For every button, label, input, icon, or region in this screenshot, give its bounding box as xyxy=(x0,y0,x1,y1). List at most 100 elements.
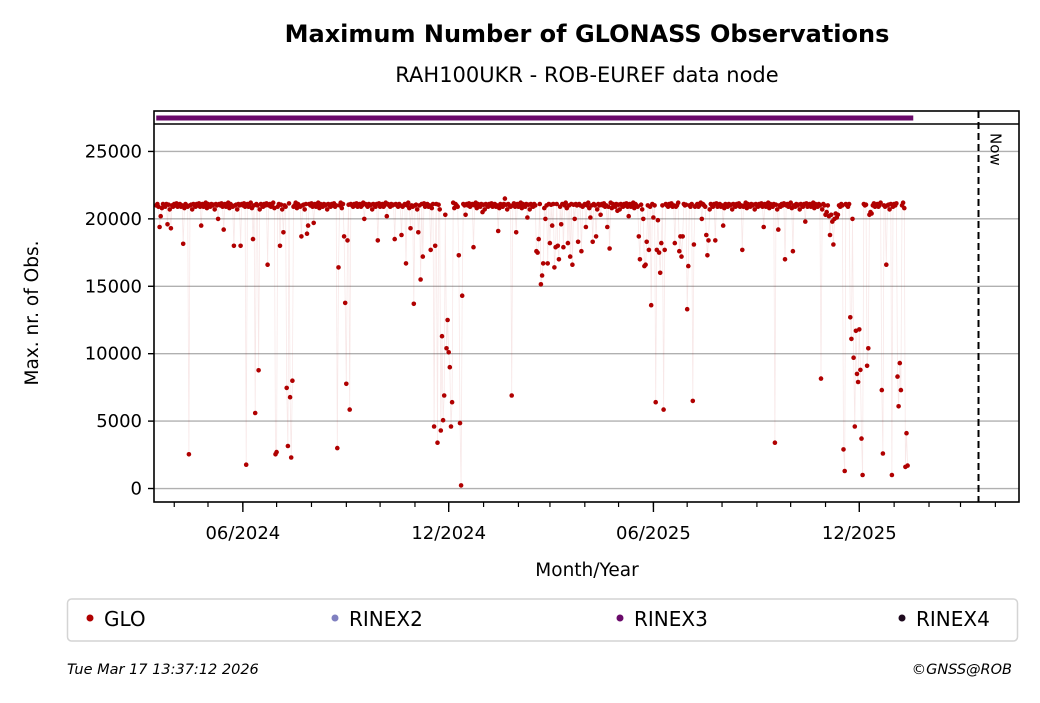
data-point xyxy=(362,216,367,222)
data-point xyxy=(639,207,645,212)
data-point xyxy=(878,200,883,205)
footer-timestamp: Tue Mar 17 13:37:12 2026 xyxy=(67,662,259,678)
data-point xyxy=(590,239,595,245)
data-point xyxy=(399,232,404,238)
data-point xyxy=(290,378,295,384)
data-point xyxy=(635,204,640,209)
data-point xyxy=(567,254,573,259)
data-point xyxy=(558,222,564,227)
data-point xyxy=(333,203,339,208)
data-point xyxy=(438,428,444,433)
data-point xyxy=(287,394,293,400)
data-point xyxy=(281,230,286,235)
data-point xyxy=(691,242,697,247)
data-point xyxy=(446,350,452,355)
data-point xyxy=(863,202,869,207)
data-point xyxy=(533,203,538,208)
data-point xyxy=(561,244,566,250)
data-point xyxy=(265,262,270,268)
legend: GLO RINEX2 RINEX3 RINEX4 xyxy=(66,598,1019,642)
data-point xyxy=(904,430,909,436)
legend-item-rinex3: RINEX3 xyxy=(616,607,708,631)
data-point xyxy=(841,447,846,452)
data-point xyxy=(303,201,309,207)
data-point xyxy=(344,381,349,387)
data-point xyxy=(304,231,310,236)
data-point xyxy=(900,200,906,205)
data-point xyxy=(822,203,827,208)
data-point xyxy=(788,200,793,205)
data-point xyxy=(849,336,854,342)
data-point xyxy=(405,200,411,205)
data-point xyxy=(339,205,345,211)
data-point xyxy=(449,399,455,405)
data-point xyxy=(436,202,441,207)
series-line xyxy=(155,198,908,486)
data-point xyxy=(437,207,443,212)
data-point xyxy=(803,219,808,224)
data-point xyxy=(835,212,841,218)
data-point xyxy=(859,436,864,441)
data-point xyxy=(656,250,662,255)
data-point xyxy=(774,207,780,212)
data-point xyxy=(895,374,900,379)
data-point xyxy=(458,483,464,488)
data-point xyxy=(256,368,261,373)
legend-item-rinex2: RINEX2 xyxy=(331,607,423,631)
data-point xyxy=(598,212,603,218)
data-point xyxy=(248,200,253,205)
data-point xyxy=(302,207,308,212)
data-point xyxy=(585,200,591,205)
data-point xyxy=(706,238,711,243)
data-point xyxy=(680,234,685,239)
data-point xyxy=(761,224,766,230)
data-point xyxy=(286,201,292,206)
data-point xyxy=(443,212,448,218)
data-point xyxy=(593,234,599,239)
data-point xyxy=(459,293,465,299)
footer-copyright: ©GNSS@ROB xyxy=(912,662,1012,678)
data-point xyxy=(555,243,561,249)
x-axis-label: Month/Year xyxy=(535,560,639,581)
data-point xyxy=(705,253,710,258)
data-point xyxy=(324,207,330,212)
data-point xyxy=(189,207,195,212)
legend-label: RINEX3 xyxy=(634,607,708,631)
data-point xyxy=(504,207,510,212)
data-point xyxy=(720,223,726,228)
data-point xyxy=(250,236,256,242)
data-point xyxy=(686,263,691,269)
y-tick-label: 15000 xyxy=(85,276,142,297)
data-point xyxy=(447,364,453,370)
data-point xyxy=(430,201,436,207)
data-point xyxy=(646,247,652,253)
data-point xyxy=(690,398,696,404)
data-point xyxy=(168,226,174,231)
data-point xyxy=(638,202,644,207)
data-point xyxy=(713,238,718,243)
data-point xyxy=(887,207,892,212)
data-point xyxy=(345,238,350,243)
data-point xyxy=(607,246,612,251)
data-point xyxy=(776,227,781,232)
data-point xyxy=(552,265,557,270)
data-point xyxy=(340,201,346,207)
legend-marker-icon xyxy=(898,614,906,622)
data-point xyxy=(643,262,648,268)
data-point xyxy=(543,216,548,222)
data-point xyxy=(463,212,468,218)
data-point xyxy=(644,239,649,245)
data-point xyxy=(699,216,705,222)
chart-title: Maximum Number of GLONASS Observations xyxy=(285,20,890,48)
data-point xyxy=(537,201,543,207)
data-point xyxy=(270,200,276,205)
data-point xyxy=(165,222,170,227)
data-point xyxy=(231,243,237,249)
data-point xyxy=(653,399,658,405)
data-point xyxy=(538,282,544,287)
data-point xyxy=(527,207,532,212)
data-point xyxy=(889,472,895,478)
data-point xyxy=(283,204,288,209)
data-point xyxy=(257,207,263,212)
data-point xyxy=(588,215,593,220)
